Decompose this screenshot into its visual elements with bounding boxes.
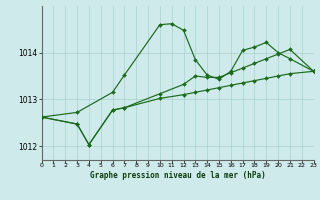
X-axis label: Graphe pression niveau de la mer (hPa): Graphe pression niveau de la mer (hPa) bbox=[90, 171, 266, 180]
